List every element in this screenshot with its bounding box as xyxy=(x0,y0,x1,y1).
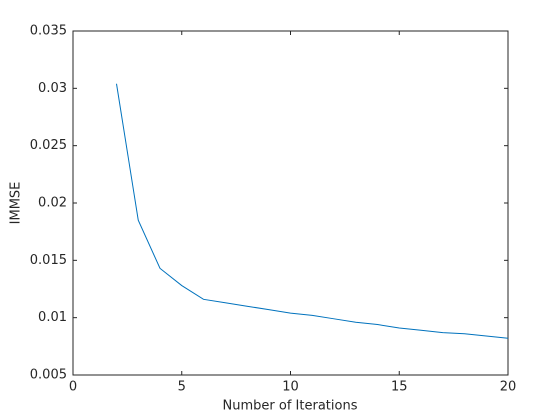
y-tick-label: 0.01 xyxy=(38,310,67,325)
y-axis-label: IMMSE xyxy=(9,182,24,225)
data-line xyxy=(116,83,509,339)
y-tick-label: 0.02 xyxy=(38,196,67,211)
x-tick-label: 10 xyxy=(282,380,299,395)
y-tick-label: 0.03 xyxy=(38,81,67,96)
x-tick-label: 0 xyxy=(69,380,77,395)
x-tick-label: 5 xyxy=(178,380,186,395)
y-tick-label: 0.035 xyxy=(30,24,67,39)
x-tick-label: 15 xyxy=(391,380,408,395)
x-axis-label: Number of Iterations xyxy=(223,399,358,414)
y-tick-label: 0.015 xyxy=(30,253,67,268)
x-tick-label: 20 xyxy=(500,380,517,395)
y-tick-label: 0.005 xyxy=(30,368,67,383)
axes-box xyxy=(72,30,509,376)
y-tick-label: 0.025 xyxy=(30,138,67,153)
